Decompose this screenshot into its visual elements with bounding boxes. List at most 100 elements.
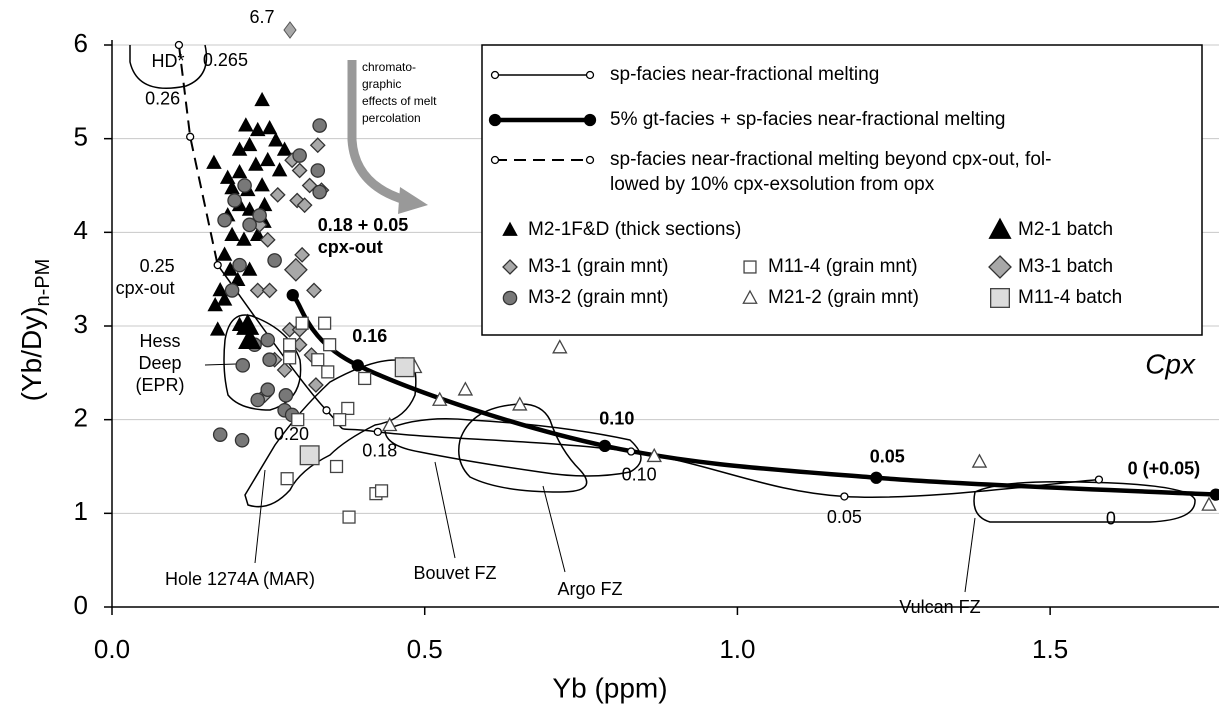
data-point bbox=[341, 401, 355, 416]
data-point bbox=[212, 427, 228, 442]
field-label: Argo FZ bbox=[557, 579, 622, 599]
data-point bbox=[216, 291, 233, 306]
data-point bbox=[294, 246, 311, 263]
line-vertex bbox=[1209, 488, 1219, 501]
data-point bbox=[457, 381, 474, 396]
point-label: 0.18 bbox=[362, 441, 397, 461]
line bbox=[217, 264, 1099, 498]
data-point bbox=[312, 118, 327, 133]
field-outline bbox=[384, 418, 642, 477]
data-point bbox=[241, 136, 258, 152]
phase-label: Cpx bbox=[1145, 348, 1196, 379]
data-point bbox=[259, 151, 276, 167]
point-label: 0.26 bbox=[145, 89, 180, 109]
legend-label: lowed by 10% cpx-exsolution from opx bbox=[610, 174, 935, 195]
data-point bbox=[394, 357, 415, 378]
data-point bbox=[238, 117, 254, 132]
leader-line bbox=[964, 517, 976, 593]
legend-marker bbox=[488, 113, 502, 127]
field-outline bbox=[458, 403, 588, 493]
data-point bbox=[217, 212, 232, 228]
field-label: (EPR) bbox=[136, 375, 185, 395]
point-label: 0.05 bbox=[827, 507, 862, 527]
legend-marker bbox=[585, 155, 595, 165]
off-scale-label: 6.7 bbox=[249, 7, 274, 27]
data-point bbox=[333, 413, 347, 427]
legend-marker bbox=[990, 287, 1011, 308]
data-point bbox=[276, 362, 293, 378]
point-label: 0.16 bbox=[352, 326, 387, 346]
y-tick-label: 4 bbox=[74, 215, 88, 245]
point-label: 0.25 bbox=[140, 256, 175, 276]
legend-label: M21-2 (grain mnt) bbox=[768, 287, 919, 308]
data-point bbox=[237, 178, 252, 193]
point-label: 0.10 bbox=[599, 409, 634, 429]
legend-marker bbox=[502, 290, 518, 306]
leader-line bbox=[434, 461, 456, 559]
legend-box bbox=[481, 44, 1203, 336]
data-point bbox=[296, 197, 313, 214]
legend-marker bbox=[583, 113, 597, 127]
data-point bbox=[321, 365, 335, 379]
data-point bbox=[301, 177, 318, 194]
data-point bbox=[310, 163, 326, 178]
data-point bbox=[307, 377, 324, 393]
data-point bbox=[276, 141, 293, 156]
field-label: Deep bbox=[138, 353, 181, 373]
data-point bbox=[358, 371, 372, 386]
data-point bbox=[224, 283, 240, 298]
y-tick-label: 6 bbox=[74, 28, 88, 58]
data-point bbox=[212, 282, 228, 297]
data-point bbox=[278, 388, 294, 403]
arrow-label: graphic bbox=[362, 77, 401, 91]
line bbox=[177, 44, 219, 266]
data-point bbox=[236, 231, 252, 246]
data-point bbox=[271, 162, 288, 177]
data-point bbox=[231, 164, 248, 179]
arrow-label: chromato- bbox=[362, 60, 416, 74]
data-point bbox=[209, 321, 226, 336]
data-point bbox=[283, 338, 297, 352]
data-point bbox=[299, 445, 320, 466]
data-point bbox=[254, 177, 270, 192]
line-vertex bbox=[373, 427, 382, 436]
legend-label: M11-4 (grain mnt) bbox=[768, 256, 918, 277]
point-label: cpx-out bbox=[318, 237, 383, 257]
point-label: 0 (+0.05) bbox=[1128, 458, 1201, 478]
x-axis-label: Yb (ppm) bbox=[552, 672, 667, 703]
data-point bbox=[249, 282, 266, 299]
data-point bbox=[254, 91, 270, 107]
point-label: 0.20 bbox=[274, 424, 309, 444]
x-tick-label: 0.5 bbox=[407, 634, 443, 664]
data-point bbox=[291, 413, 305, 427]
data-point bbox=[309, 137, 326, 154]
data-point bbox=[249, 121, 266, 137]
line-vertex bbox=[186, 132, 195, 141]
data-point bbox=[250, 392, 266, 408]
data-point bbox=[329, 459, 344, 474]
data-point bbox=[646, 447, 662, 463]
field-label: Hole 1274A (MAR) bbox=[165, 569, 315, 589]
legend-label: M2-1 batch bbox=[1018, 219, 1113, 240]
y-axis-label-sub: n-PM bbox=[32, 259, 54, 307]
arrow-head bbox=[398, 187, 428, 214]
data-point bbox=[269, 186, 286, 203]
data-point bbox=[1201, 496, 1217, 511]
field-outline bbox=[244, 357, 417, 508]
line-vertex bbox=[351, 359, 364, 372]
data-point bbox=[241, 261, 258, 276]
data-point bbox=[283, 257, 308, 282]
legend-label: 5% gt-facies + sp-facies near-fractional… bbox=[610, 109, 1005, 130]
legend-marker bbox=[490, 155, 500, 165]
y-tick-label: 3 bbox=[74, 309, 88, 339]
data-point bbox=[342, 510, 356, 524]
data-point bbox=[249, 226, 266, 242]
data-point bbox=[224, 226, 240, 242]
data-point bbox=[268, 132, 284, 147]
legend-marker bbox=[988, 255, 1012, 279]
legend-marker bbox=[743, 260, 757, 274]
data-point bbox=[291, 162, 308, 179]
data-point bbox=[252, 208, 267, 223]
data-point bbox=[232, 257, 247, 273]
